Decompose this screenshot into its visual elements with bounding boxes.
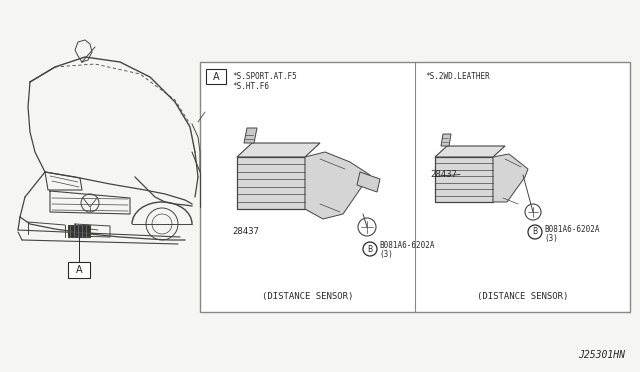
Text: 28437: 28437	[430, 170, 457, 179]
Text: B081A6-6202A: B081A6-6202A	[544, 224, 600, 234]
Text: *S.2WD.LEATHER: *S.2WD.LEATHER	[425, 72, 490, 81]
Text: *S.HT.F6: *S.HT.F6	[232, 82, 269, 91]
Polygon shape	[357, 172, 380, 192]
Polygon shape	[435, 146, 505, 157]
Bar	[435, 157, 493, 202]
Polygon shape	[441, 134, 451, 146]
Bar	[237, 157, 305, 209]
Text: A: A	[212, 71, 220, 81]
Polygon shape	[237, 143, 320, 157]
Bar	[68, 262, 90, 278]
Polygon shape	[305, 152, 370, 219]
Text: B081A6-6202A: B081A6-6202A	[379, 241, 435, 250]
Text: (DISTANCE SENSOR): (DISTANCE SENSOR)	[262, 292, 353, 301]
Bar	[200, 62, 630, 312]
Text: (3): (3)	[379, 250, 393, 260]
Polygon shape	[493, 154, 528, 202]
Polygon shape	[244, 128, 257, 143]
Text: 28437: 28437	[232, 227, 259, 236]
Text: (3): (3)	[544, 234, 558, 243]
Text: (DISTANCE SENSOR): (DISTANCE SENSOR)	[477, 292, 568, 301]
Text: A: A	[76, 265, 83, 275]
Text: *S.SPORT.AT.F5: *S.SPORT.AT.F5	[232, 72, 297, 81]
Text: B: B	[532, 228, 538, 237]
Bar	[68, 225, 90, 237]
Text: B: B	[367, 244, 372, 253]
Text: J25301HN: J25301HN	[578, 350, 625, 360]
Bar	[206, 69, 226, 84]
